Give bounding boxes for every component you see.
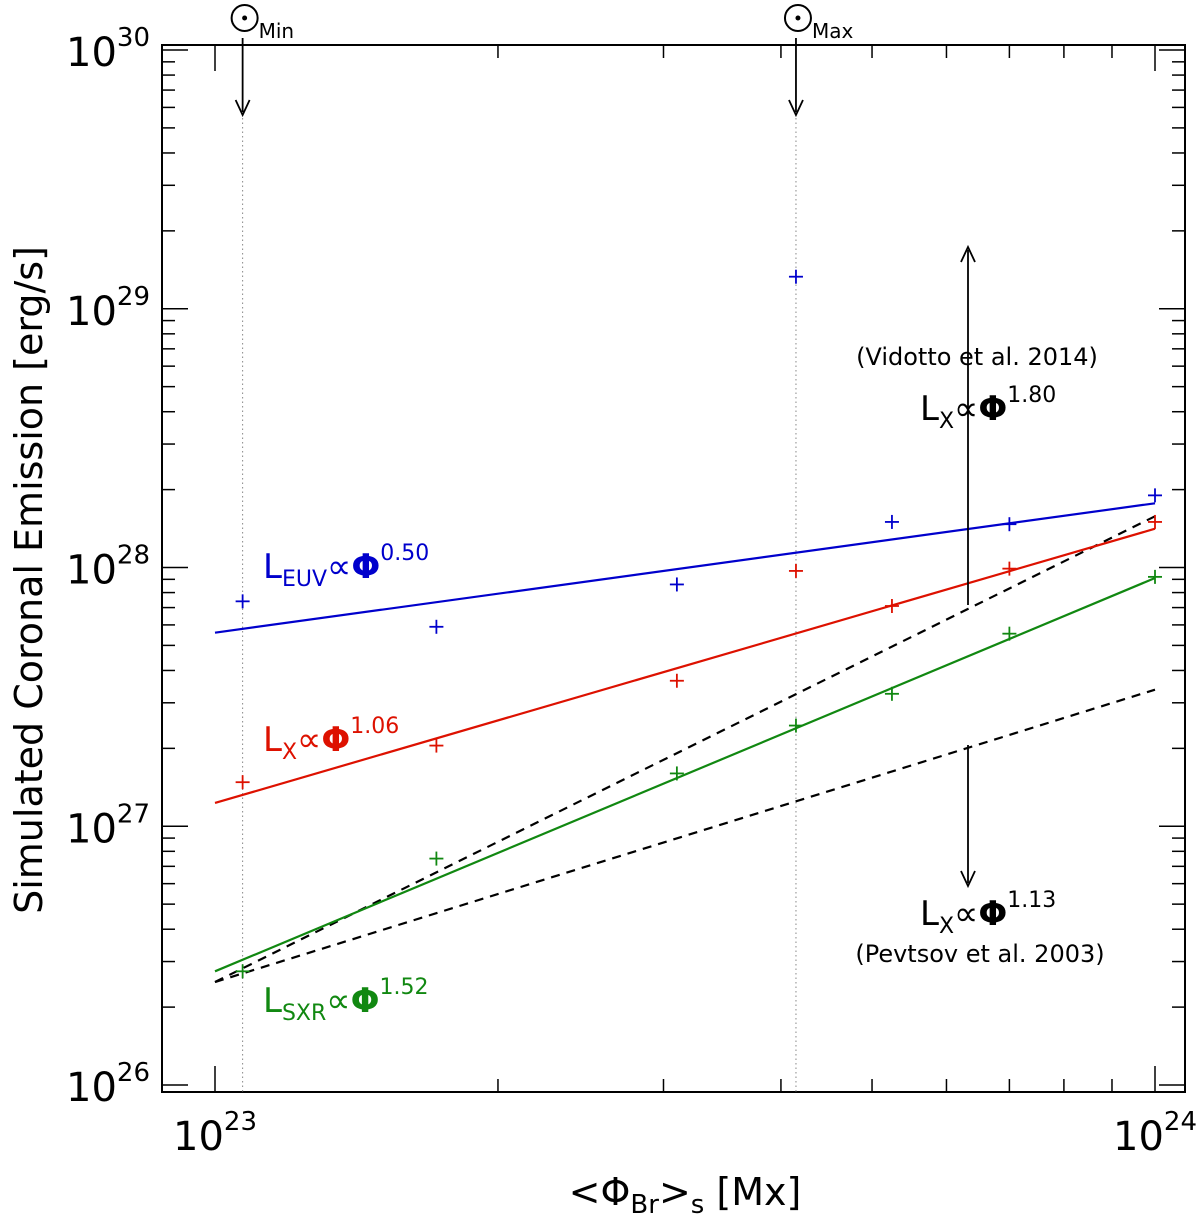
fit-line-sxr bbox=[214, 577, 1156, 973]
data-point-euv bbox=[669, 577, 684, 592]
data-point-x bbox=[884, 598, 899, 613]
x-axis-label: <ΦBr>s [Mx] bbox=[569, 1170, 802, 1220]
fit-label-sxr: LSXR∝Φ1.52 bbox=[263, 975, 428, 1026]
x-tick-label: 1023 bbox=[173, 1107, 257, 1160]
data-points bbox=[235, 269, 1162, 979]
reference-label-vidotto: LX∝Φ1.80 bbox=[920, 383, 1056, 434]
plot-frame bbox=[161, 44, 1186, 1093]
solar-marker-arrowhead bbox=[788, 99, 804, 118]
fit-line-euv bbox=[214, 502, 1156, 634]
data-point-sxr bbox=[1002, 626, 1017, 641]
data-point-x bbox=[235, 775, 250, 790]
fit-line-x bbox=[214, 527, 1156, 805]
reference-label-pevtsov: LX∝Φ1.13 bbox=[920, 888, 1056, 939]
data-point-x bbox=[788, 563, 803, 578]
y-axis-label: Simulated Coronal Emission [erg/s] bbox=[7, 246, 51, 914]
data-point-euv bbox=[884, 514, 899, 529]
reference-arrowhead-pevtsov bbox=[960, 870, 976, 889]
citation-vidotto: (Vidotto et al. 2014) bbox=[856, 343, 1098, 371]
data-point-sxr bbox=[429, 851, 444, 866]
solar-marker-arrowhead bbox=[234, 99, 251, 118]
data-point-euv bbox=[1148, 488, 1162, 503]
data-point-x bbox=[429, 738, 444, 753]
plot-area bbox=[161, 44, 1186, 1093]
citation-pevtsov: (Pevtsov et al. 2003) bbox=[855, 940, 1104, 968]
sun-symbol-icon bbox=[783, 4, 812, 32]
data-point-sxr bbox=[788, 718, 803, 733]
fit-label-euv: LEUV∝Φ0.50 bbox=[263, 541, 429, 592]
x-tick-label: 1024 bbox=[1113, 1107, 1197, 1160]
data-point-sxr bbox=[884, 686, 899, 701]
data-point-sxr bbox=[669, 766, 684, 781]
y-tick-label: 1026 bbox=[66, 1058, 150, 1111]
fit-label-x: LX∝Φ1.06 bbox=[263, 714, 399, 765]
axis-ticks bbox=[162, 45, 1185, 1092]
fit-lines bbox=[214, 502, 1156, 984]
data-point-euv bbox=[788, 269, 803, 284]
solar-marker-label: Min bbox=[259, 19, 295, 43]
data-point-euv bbox=[235, 594, 250, 609]
data-point-euv bbox=[429, 619, 444, 634]
data-point-sxr bbox=[1148, 569, 1162, 584]
data-point-x bbox=[1148, 514, 1162, 529]
y-tick-label: 1029 bbox=[66, 282, 150, 335]
y-tick-label: 1030 bbox=[66, 23, 150, 76]
fit-labels: LEUV∝Φ0.50 LX∝Φ1.06 LSXR∝Φ1.52 (Vidotto et … bbox=[263, 244, 1105, 1026]
solar-marker-label: Max bbox=[812, 19, 854, 43]
reference-line-pevtsov bbox=[214, 688, 1156, 984]
solar-markers: Min Max bbox=[230, 4, 854, 1092]
y-tick-label: 1028 bbox=[66, 541, 150, 594]
data-point-x bbox=[1002, 561, 1017, 576]
data-point-sxr bbox=[235, 964, 250, 979]
tick-labels: 1023 1024 1026 1027 1028 1029 1030 bbox=[66, 23, 1197, 1160]
sun-symbol-icon bbox=[230, 4, 259, 32]
data-point-x bbox=[669, 673, 684, 688]
data-point-euv bbox=[1002, 517, 1017, 532]
y-tick-label: 1027 bbox=[66, 799, 150, 852]
reference-arrowhead-vidotto bbox=[960, 244, 976, 263]
